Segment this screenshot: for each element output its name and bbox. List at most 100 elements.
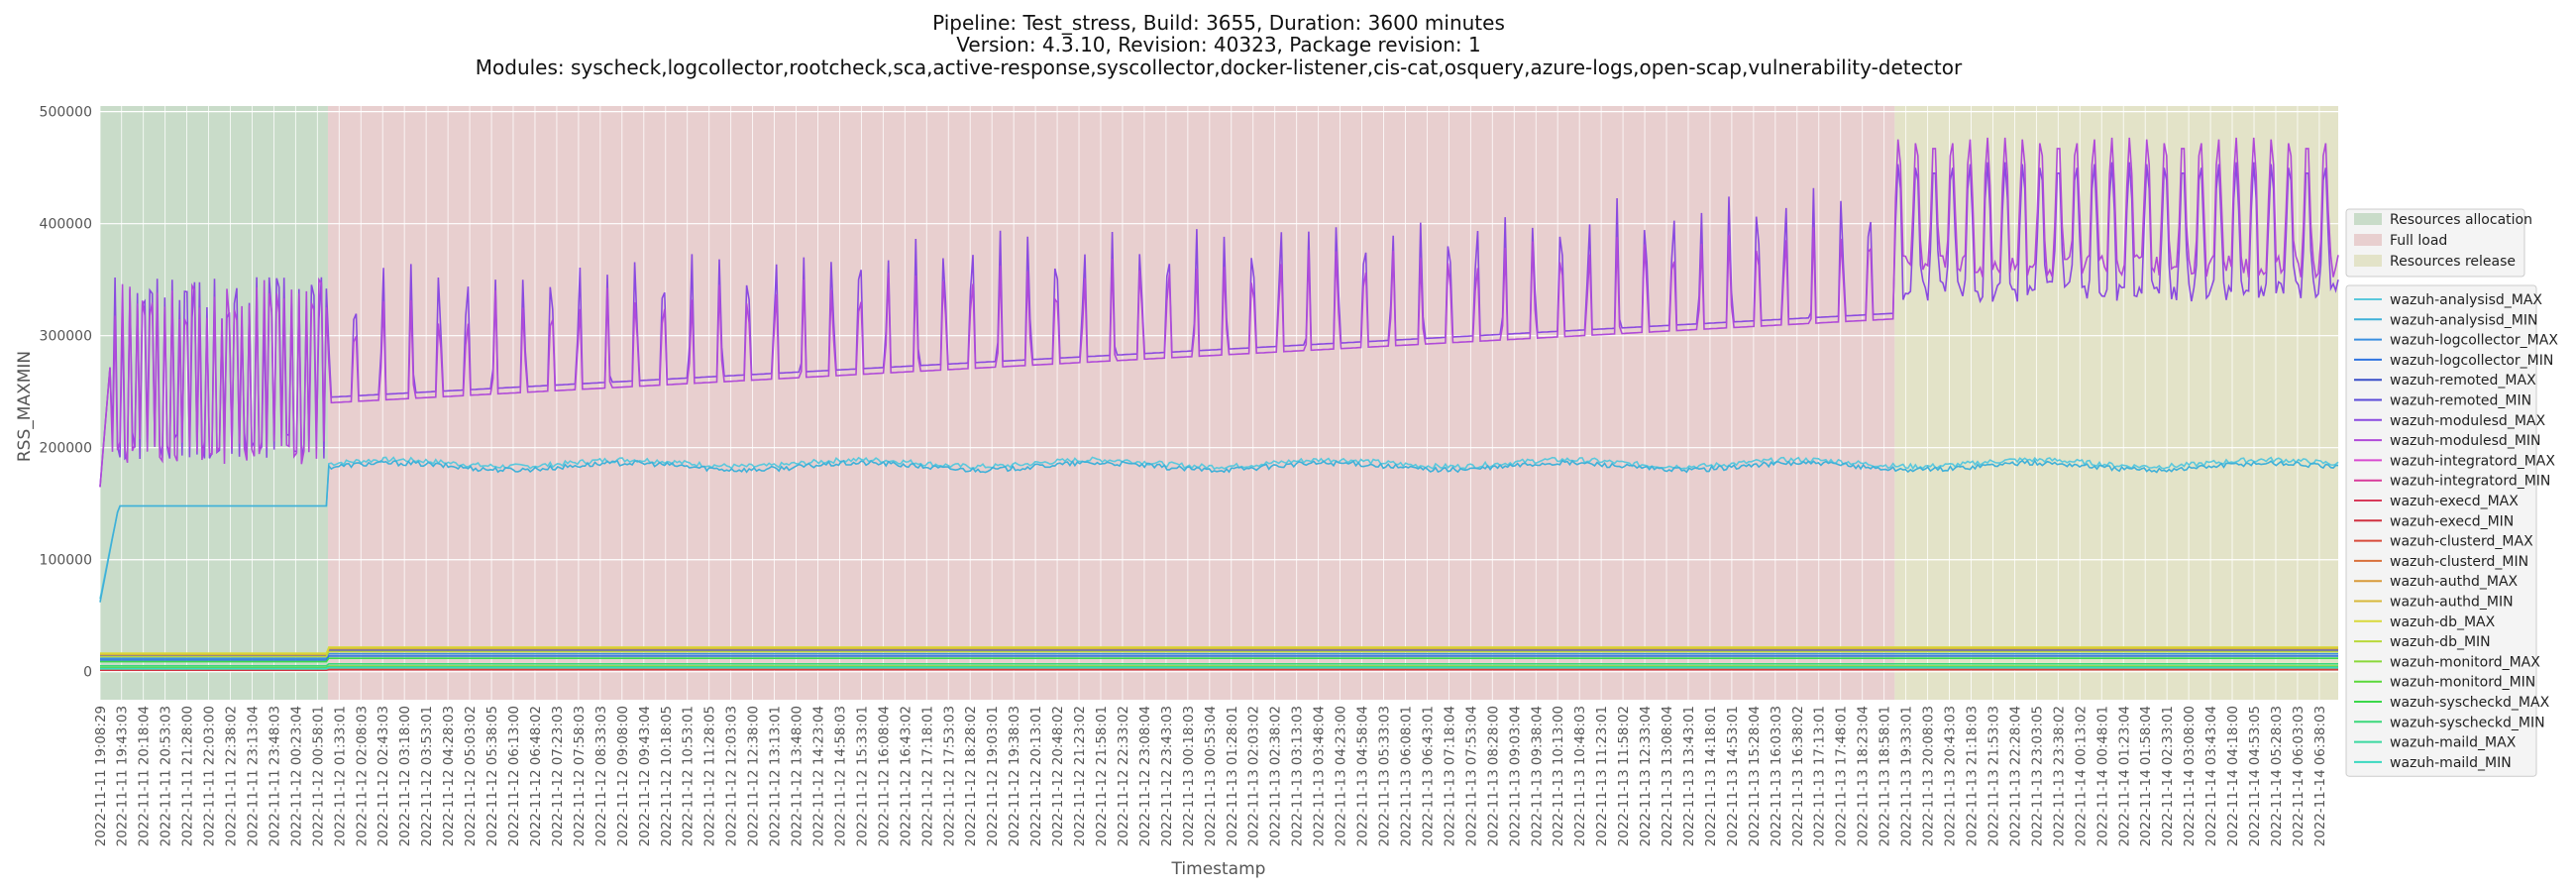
chart-title-line-1: Pipeline: Test_stress, Build: 3655, Dura…	[932, 11, 1505, 35]
x-tick-label-73: 2022-11-13 13:43:01	[1682, 706, 1697, 846]
x-tick-label-89: 2022-11-13 23:03:05	[2030, 706, 2045, 846]
x-tick-label-83: 2022-11-13 19:33:01	[1900, 706, 1915, 846]
x-tick-label-45: 2022-11-12 21:23:02	[1073, 706, 1088, 846]
x-tick-label-5: 2022-11-11 22:03:00	[203, 706, 218, 846]
y-tick-label-0: 0	[83, 665, 92, 681]
x-tick-label-0: 2022-11-11 19:08:29	[94, 706, 109, 846]
legend-series-label-6: wazuh-modulesd_MAX	[2390, 413, 2545, 429]
x-tick-label-30: 2022-11-12 12:38:00	[747, 706, 762, 846]
x-tick-label-93: 2022-11-14 01:23:04	[2117, 706, 2132, 846]
x-tick-label-99: 2022-11-14 04:53:05	[2248, 706, 2263, 846]
x-tick-label-79: 2022-11-13 17:13:01	[1813, 706, 1828, 846]
x-tick-label-56: 2022-11-13 03:48:04	[1313, 706, 1328, 846]
x-tick-label-77: 2022-11-13 16:03:03	[1770, 706, 1784, 846]
y-tick-label-3: 300000	[40, 329, 92, 345]
x-tick-label-39: 2022-11-12 17:53:03	[942, 706, 957, 846]
x-tick-label-92: 2022-11-14 00:48:01	[2095, 706, 2110, 846]
legend-series-label-23: wazuh-maild_MIN	[2390, 755, 2512, 771]
x-tick-label-32: 2022-11-12 13:48:00	[790, 706, 805, 846]
x-tick-label-66: 2022-11-13 09:38:04	[1530, 706, 1545, 846]
x-tick-label-82: 2022-11-13 18:58:01	[1878, 706, 1893, 846]
chart-title-line-3: Modules: syscheck,logcollector,rootcheck…	[476, 56, 1963, 79]
x-tick-label-14: 2022-11-12 03:18:00	[398, 706, 413, 846]
grid-lines	[99, 106, 2338, 700]
x-tick-label-23: 2022-11-12 08:33:03	[594, 706, 609, 846]
x-tick-label-35: 2022-11-12 15:33:01	[855, 706, 870, 846]
chart-title: Pipeline: Test_stress, Build: 3655, Dura…	[476, 11, 1963, 79]
x-tick-label-97: 2022-11-14 03:43:04	[2204, 706, 2219, 846]
legend-series-label-2: wazuh-logcollector_MAX	[2390, 333, 2558, 349]
x-tick-label-19: 2022-11-12 06:13:00	[507, 706, 522, 846]
x-tick-label-10: 2022-11-12 00:58:01	[311, 706, 326, 846]
legend-phase-swatch-2	[2354, 255, 2382, 267]
x-tick-label-47: 2022-11-12 22:33:02	[1117, 706, 1131, 846]
x-tick-label-90: 2022-11-13 23:38:02	[2052, 706, 2067, 846]
x-tick-label-51: 2022-11-13 00:53:04	[1204, 706, 1219, 846]
x-tick-label-1: 2022-11-11 19:43:03	[116, 706, 131, 846]
legend-phase-label-2: Resources release	[2390, 254, 2516, 270]
series-line-wazuh-execd_MIN	[100, 668, 2338, 672]
phase-backgrounds	[100, 106, 2338, 700]
legend-series-label-16: wazuh-db_MAX	[2390, 614, 2496, 630]
x-tick-label-17: 2022-11-12 05:03:02	[464, 706, 479, 846]
x-tick-label-25: 2022-11-12 09:43:04	[638, 706, 653, 846]
x-tick-label-91: 2022-11-14 00:13:02	[2074, 706, 2089, 846]
x-axis-label: Timestamp	[1171, 859, 1266, 879]
x-tick-label-67: 2022-11-13 10:13:00	[1552, 706, 1566, 846]
x-tick-label-88: 2022-11-13 22:28:04	[2008, 706, 2023, 846]
x-tick-label-95: 2022-11-14 02:33:01	[2161, 706, 2176, 846]
legend-phase-label-1: Full load	[2390, 233, 2447, 249]
series-line-wazuh-logcollector_MIN	[100, 655, 2338, 661]
legend-series-label-15: wazuh-authd_MIN	[2390, 595, 2514, 611]
x-tick-label-76: 2022-11-13 15:28:04	[1748, 706, 1763, 846]
x-tick-label-8: 2022-11-11 23:48:03	[268, 706, 282, 846]
x-tick-label-94: 2022-11-14 01:58:04	[2139, 706, 2154, 846]
x-tick-label-18: 2022-11-12 05:38:05	[485, 706, 500, 846]
x-tick-label-7: 2022-11-11 23:13:04	[246, 706, 261, 846]
legend-phase-swatch-1	[2354, 234, 2382, 246]
x-tick-label-27: 2022-11-12 10:53:01	[682, 706, 697, 846]
x-tick-label-37: 2022-11-12 16:43:02	[899, 706, 913, 846]
y-axis-ticks: 0 100000 200000 300000 400000 500000	[40, 105, 92, 681]
x-tick-label-80: 2022-11-13 17:48:01	[1835, 706, 1850, 846]
x-tick-label-60: 2022-11-13 06:08:01	[1399, 706, 1414, 846]
series-line-wazuh-authd_MIN	[100, 647, 2338, 656]
x-tick-label-11: 2022-11-12 01:33:01	[333, 706, 348, 846]
x-tick-label-70: 2022-11-13 11:58:02	[1617, 706, 1632, 846]
x-tick-label-24: 2022-11-12 09:08:00	[616, 706, 631, 846]
x-tick-label-50: 2022-11-13 00:18:03	[1182, 706, 1197, 846]
legend-series-label-10: wazuh-execd_MAX	[2390, 494, 2519, 509]
series-lines	[99, 137, 2339, 672]
series-line-wazuh-modulesd_MAX	[99, 162, 2339, 488]
x-tick-label-46: 2022-11-12 21:58:01	[1095, 706, 1110, 846]
x-tick-label-22: 2022-11-12 07:58:03	[573, 706, 588, 846]
x-tick-label-29: 2022-11-12 12:03:03	[725, 706, 740, 846]
legend-phase-swatch-0	[2354, 213, 2382, 225]
legend-series-label-18: wazuh-monitord_MAX	[2390, 654, 2540, 670]
y-tick-label-2: 200000	[40, 441, 92, 457]
x-tick-label-2: 2022-11-11 20:18:04	[138, 706, 153, 846]
legend-phase-label-0: Resources allocation	[2390, 212, 2532, 228]
series-line-wazuh-logcollector_MAX	[100, 652, 2338, 660]
x-tick-label-101: 2022-11-14 06:03:03	[2292, 706, 2307, 846]
series-line-wazuh-remoted_MIN	[100, 649, 2338, 657]
phase-band-1	[327, 106, 1895, 700]
x-tick-label-69: 2022-11-13 11:23:01	[1595, 706, 1610, 846]
legend-phases: Resources allocation Full load Resources r…	[2345, 208, 2532, 278]
legend-series-label-1: wazuh-analysisd_MIN	[2390, 312, 2537, 328]
x-tick-label-21: 2022-11-12 07:23:03	[551, 706, 566, 846]
x-tick-label-4: 2022-11-11 21:28:00	[181, 706, 196, 846]
x-tick-label-15: 2022-11-12 03:53:01	[420, 706, 435, 846]
x-tick-label-71: 2022-11-13 12:33:04	[1639, 706, 1654, 846]
x-tick-label-63: 2022-11-13 07:53:04	[1464, 706, 1479, 846]
legend-series: wazuh-analysisd_MAX wazuh-analysisd_MINwa…	[2345, 284, 2558, 777]
x-tick-label-48: 2022-11-12 23:08:04	[1138, 706, 1153, 846]
legend-series-label-17: wazuh-db_MIN	[2390, 634, 2491, 650]
x-tick-label-40: 2022-11-12 18:28:02	[964, 706, 979, 846]
x-tick-label-62: 2022-11-13 07:18:04	[1443, 706, 1457, 846]
x-tick-label-3: 2022-11-11 20:53:03	[160, 706, 174, 846]
x-tick-label-33: 2022-11-12 14:23:04	[812, 706, 827, 846]
series-line-wazuh-syscheckd_MAX	[100, 657, 2338, 663]
x-tick-label-12: 2022-11-12 02:08:03	[355, 706, 370, 846]
